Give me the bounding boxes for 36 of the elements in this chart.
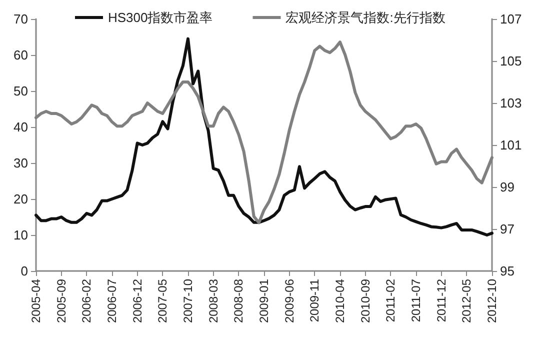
x-tick-label: 2011-07 (409, 278, 423, 322)
x-tick-label: 2010-09 (358, 278, 372, 324)
y-tick-label: 40 (14, 120, 28, 134)
x-tick-label: 2006-07 (105, 278, 119, 324)
y2-tick-label: 101 (500, 138, 522, 152)
x-tick-label: 2009-11 (308, 278, 322, 322)
x-tick-label: 2012-05 (460, 278, 474, 324)
y2-tick-label: 97 (500, 222, 514, 236)
y2-tick-label: 107 (500, 12, 522, 26)
y2-tick-label: 95 (500, 264, 514, 278)
x-tick-label: 2011-02 (384, 278, 398, 322)
y-tick-label: 0 (20, 264, 28, 278)
y-tick-label: 50 (14, 84, 28, 98)
legend-label: HS300指数市盈率 (108, 10, 213, 25)
x-tick-label: 2005-04 (29, 278, 43, 324)
y-tick-label: 60 (14, 48, 28, 62)
y2-tick-label: 99 (500, 180, 514, 194)
y2-tick-label: 105 (500, 54, 522, 68)
legend-label: 宏观经济景气指数:先行指数 (286, 10, 446, 25)
y-tick-label: 30 (14, 156, 28, 170)
x-tick-label: 2006-12 (130, 278, 144, 324)
x-tick-label: 2006-02 (80, 278, 94, 324)
y-tick-label: 70 (14, 12, 28, 26)
x-tick-label: 2009-06 (282, 278, 296, 324)
x-tick-label: 2008-03 (206, 278, 220, 324)
x-tick-label: 2010-04 (333, 278, 347, 324)
x-tick-label: 2011-12 (434, 278, 448, 322)
x-tick-label: 2007-05 (156, 278, 170, 324)
y-tick-label: 20 (14, 192, 28, 206)
y-tick-label: 10 (14, 228, 28, 242)
x-tick-label: 2012-10 (485, 278, 499, 324)
x-tick-label: 2009-01 (257, 278, 271, 324)
x-tick-label: 2008-08 (232, 278, 246, 324)
x-tick-label: 2007-10 (181, 278, 195, 324)
x-tick-label: 2005-09 (54, 278, 68, 324)
y2-tick-label: 103 (500, 96, 522, 110)
